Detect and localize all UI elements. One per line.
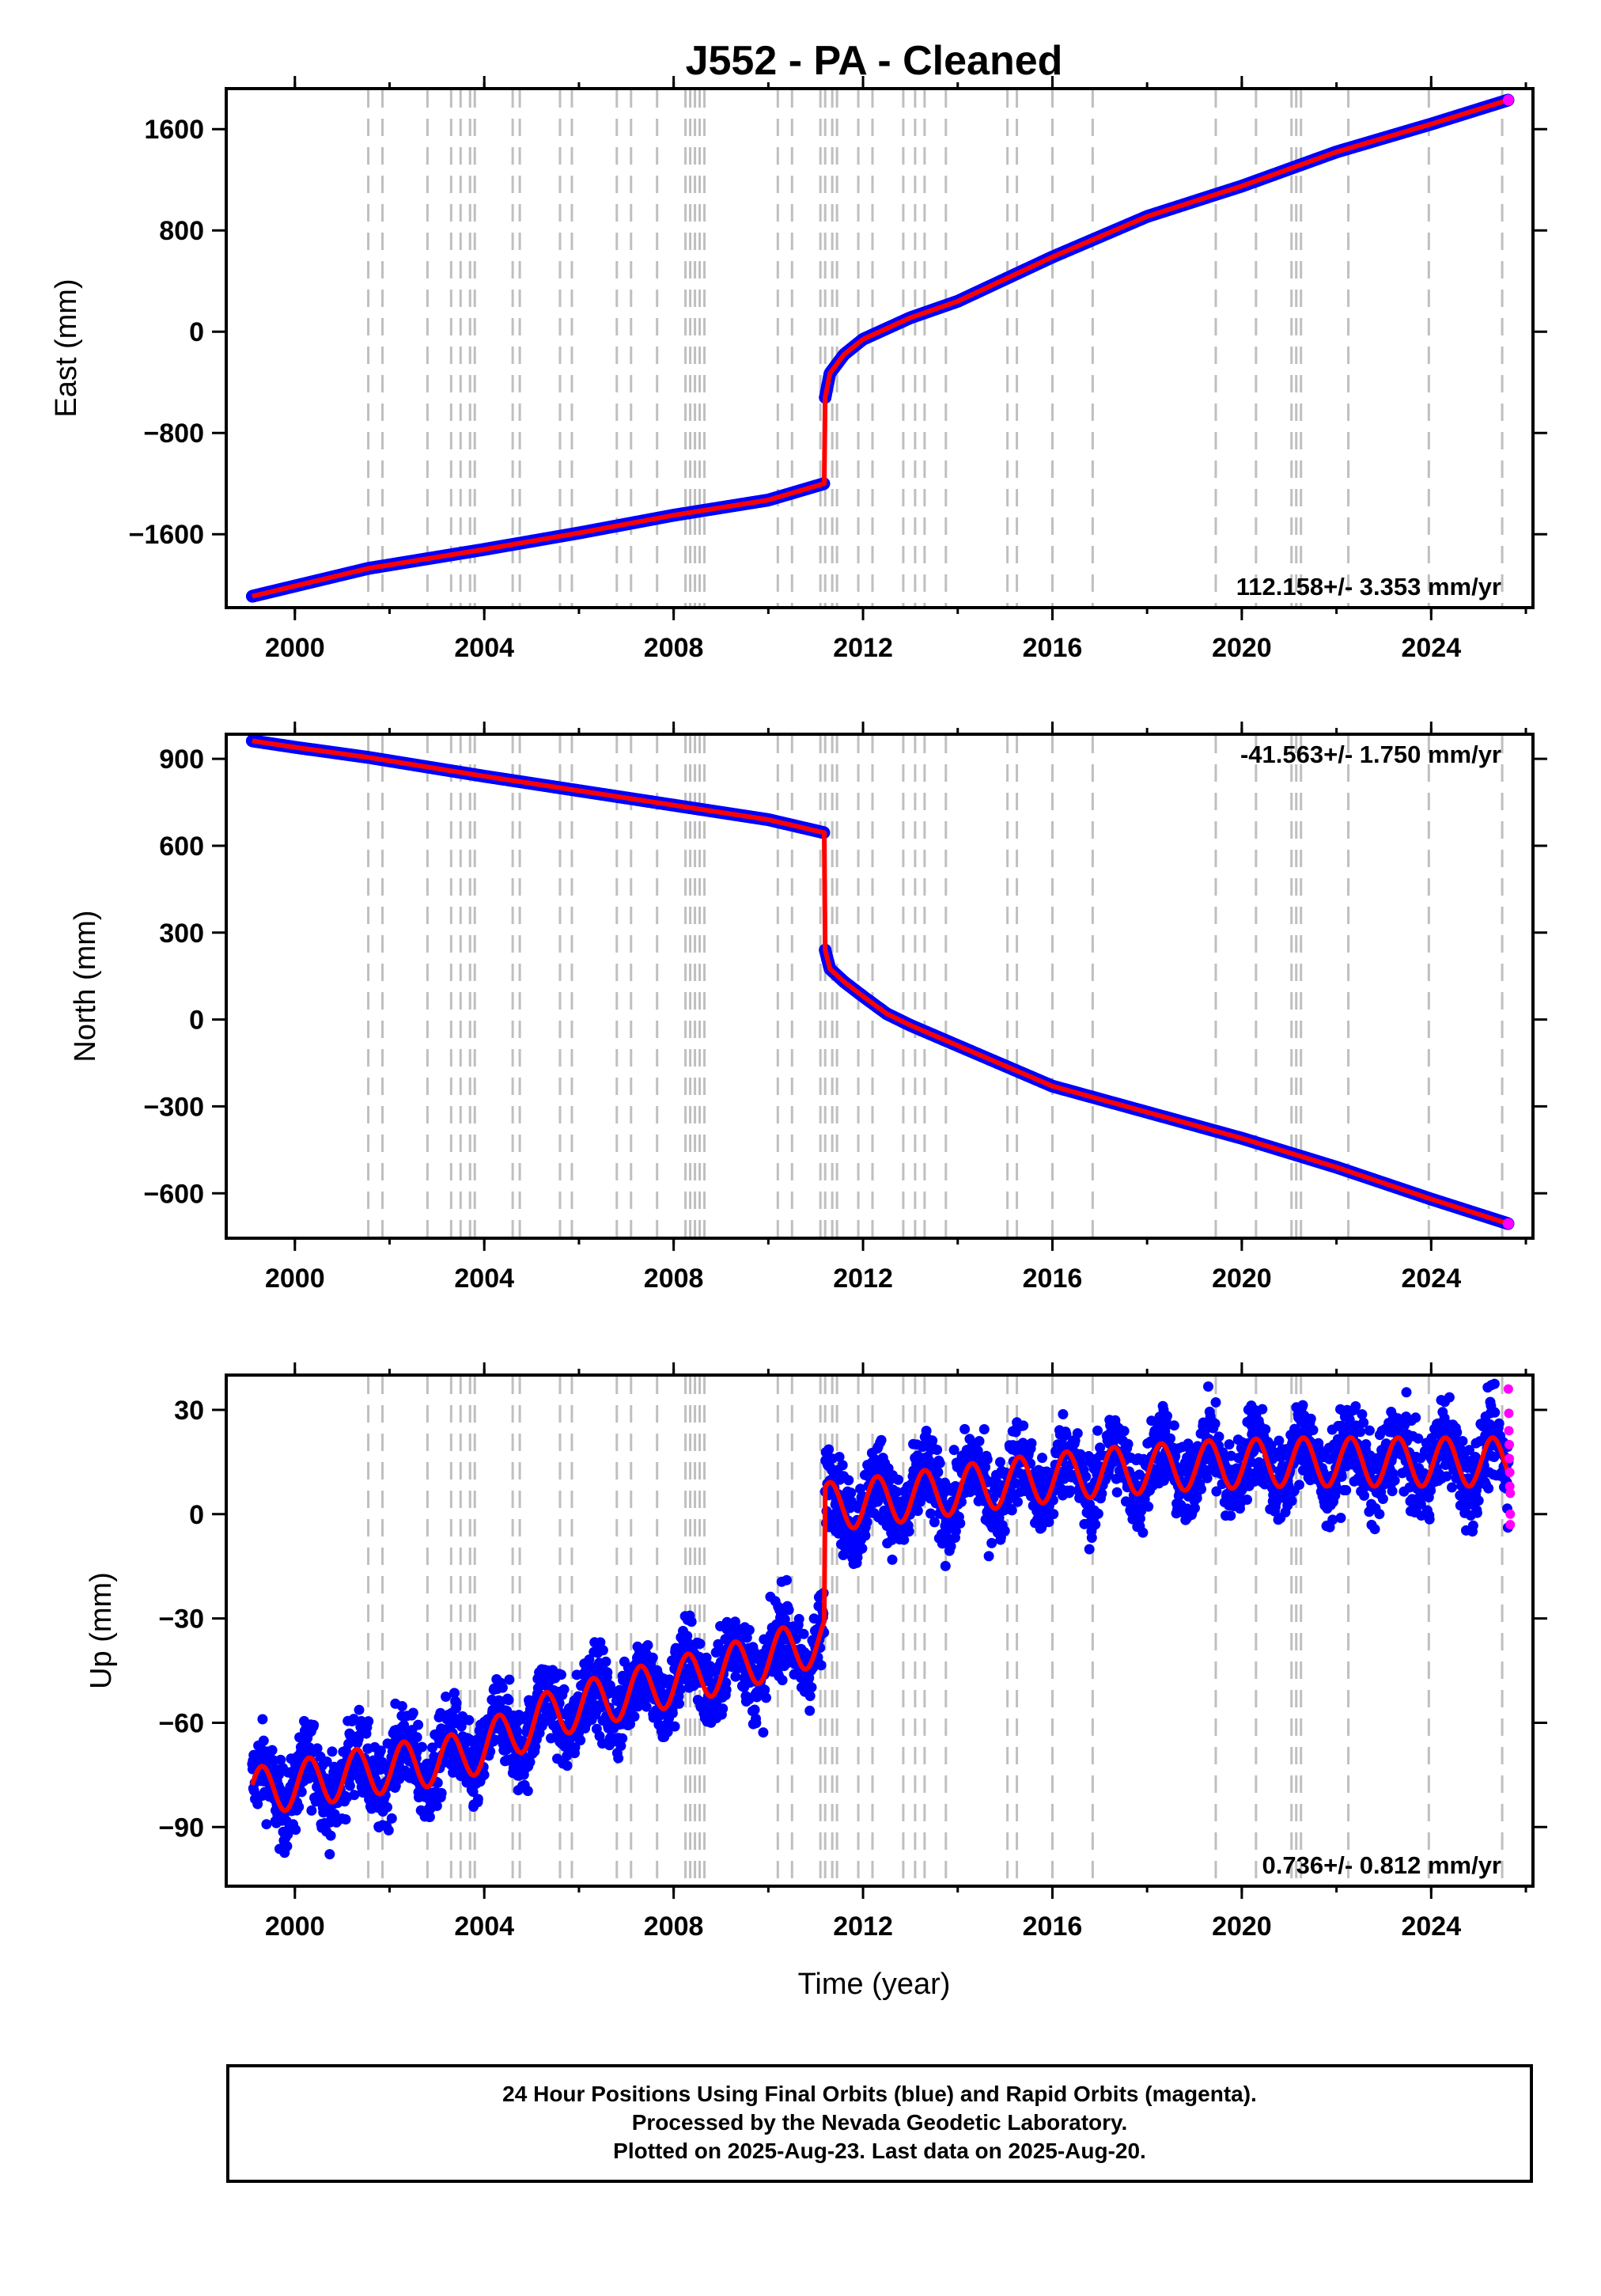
data-points-final-orbits: [245, 93, 1515, 603]
y-tick-label: 300: [159, 919, 204, 949]
x-tick-label: 2012: [833, 1264, 893, 1294]
data-point: [324, 1849, 335, 1860]
data-point: [344, 1780, 355, 1791]
data-point: [261, 1819, 272, 1830]
x-tick-label: 2000: [265, 633, 325, 663]
x-tick-label: 2008: [644, 633, 704, 663]
x-tick-label: 2012: [833, 633, 893, 663]
y-tick-label: −800: [143, 419, 204, 449]
data-point: [308, 1719, 320, 1730]
data-point: [354, 1704, 365, 1715]
x-tick-label: 2000: [265, 1264, 325, 1294]
data-point: [306, 1805, 317, 1816]
x-tick-label: 2020: [1212, 633, 1272, 663]
rapid-data-point: [1502, 94, 1514, 106]
data-points-final-orbits: [245, 734, 1515, 1230]
chart-panel-2: 2000 2004 2008 2012 2016 2020 2024 −600 −300 0 300…: [69, 722, 1547, 1294]
data-point: [325, 1830, 336, 1841]
y-tick-label: 900: [159, 744, 204, 775]
x-tick-label: 2004: [454, 633, 514, 663]
x-tick-label: 2024: [1401, 1264, 1461, 1294]
x-tick-label: 2016: [1023, 633, 1083, 663]
y-tick-label: 0: [189, 317, 204, 347]
x-tick-label: 2016: [1023, 1264, 1083, 1294]
y-tick-label: −1600: [129, 520, 205, 550]
y-axis-label: East (mm): [50, 278, 83, 417]
model-fit-line: [251, 738, 1510, 1226]
data-point: [290, 1824, 301, 1836]
y-tick-label: −600: [143, 1179, 204, 1209]
data-point: [293, 1802, 305, 1813]
x-tick-label: 2024: [1401, 633, 1461, 663]
rapid-data-point: [1502, 1218, 1514, 1229]
x-tick-label: 2020: [1212, 1264, 1272, 1294]
y-tick-label: 1600: [144, 115, 204, 145]
y-axis-label: North (mm): [69, 910, 102, 1062]
data-point: [340, 1814, 351, 1825]
data-point: [282, 1841, 293, 1851]
chart-panel-3: 2000 2004 2008 2012 2016 2020 2024−90−60−30030…: [85, 1362, 1547, 1942]
chart-panel-1: 2000 2004 2008 2012 2016 2020 2024 −1600 −800 0 80…: [50, 76, 1547, 663]
x-tick-label: 2004: [454, 1264, 514, 1294]
plot-frame: [225, 87, 1535, 609]
x-tick-label: 2008: [644, 1264, 704, 1294]
chart-title: J552 - PA - Cleaned: [686, 38, 1063, 84]
data-point: [258, 1735, 269, 1746]
rate-annotation: 112.158+/- 3.353 mm/yr: [1236, 573, 1501, 601]
y-tick-label: −300: [143, 1092, 204, 1122]
data-point: [267, 1745, 278, 1756]
data-points-final-orbits: [247, 1378, 1514, 1860]
data-point: [257, 1714, 268, 1725]
y-tick-label: 0: [189, 1006, 204, 1036]
y-tick-label: 800: [159, 216, 204, 246]
model-fit-line: [251, 97, 1510, 599]
y-tick-label: 600: [159, 832, 204, 862]
data-point: [327, 1746, 338, 1757]
rate-annotation: -41.563+/- 1.750 mm/yr: [1240, 741, 1501, 768]
